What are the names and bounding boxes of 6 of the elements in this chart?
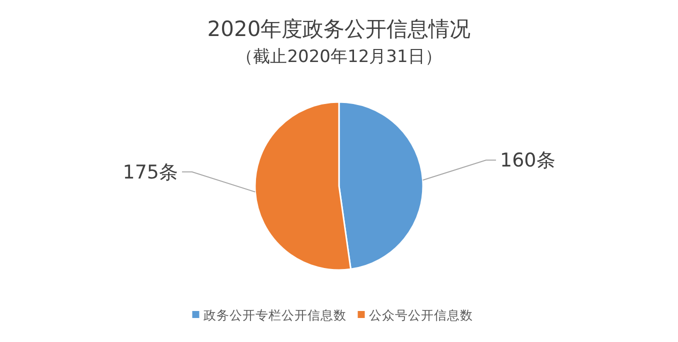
- legend-label: 公众号公开信息数: [368, 307, 473, 322]
- legend-label: 政务公开专栏公开信息数: [203, 307, 346, 322]
- chart-subtitle: （截止2020年12月31日）: [236, 47, 442, 67]
- data-label: 175条: [122, 162, 178, 184]
- chart-title: 2020年度政务公开信息情况: [207, 17, 471, 41]
- data-label: 160条: [500, 150, 556, 172]
